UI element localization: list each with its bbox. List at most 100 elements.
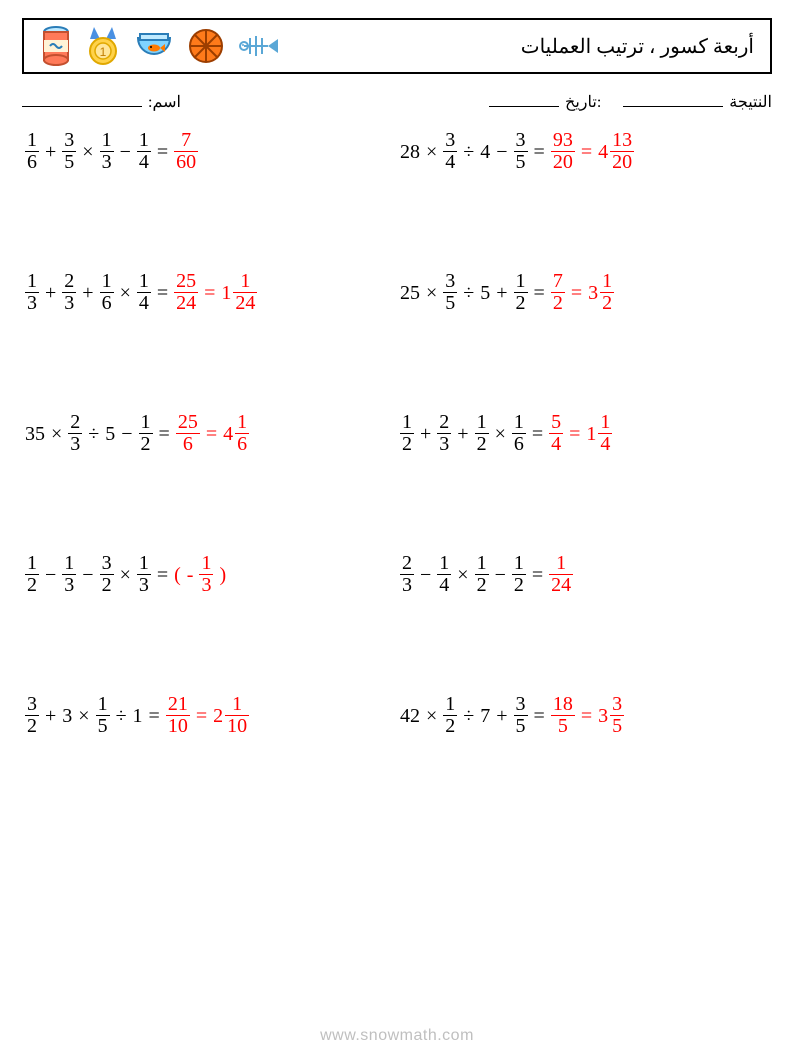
fishbowl-icon bbox=[134, 28, 174, 64]
fraction: 35 bbox=[514, 130, 528, 173]
mixed-number: 416 bbox=[223, 412, 249, 455]
operator: = bbox=[569, 424, 580, 444]
expression: 28×34÷4−35=9320=41320 bbox=[397, 130, 752, 173]
header-icons: 1 bbox=[40, 25, 280, 67]
name-blank[interactable] bbox=[22, 92, 142, 107]
integer: 1 bbox=[133, 706, 143, 726]
expression: 42×12÷7+35=185=335 bbox=[397, 694, 752, 737]
fraction: 185 bbox=[551, 694, 575, 737]
operator: + bbox=[496, 283, 507, 303]
operator: = bbox=[532, 424, 543, 444]
operator: = bbox=[571, 283, 582, 303]
problems-grid: 16+35×13−14=76028×34÷4−35=9320=4132013+2… bbox=[22, 130, 772, 737]
basketball-icon bbox=[188, 28, 224, 64]
fraction: 35 bbox=[610, 694, 624, 737]
fraction: 12 bbox=[514, 271, 528, 314]
result-label: النتيجة bbox=[729, 92, 772, 112]
meta-row: اسم: النتيجة :تاريخ bbox=[22, 92, 772, 112]
fraction: 110 bbox=[225, 694, 249, 737]
fraction: 2110 bbox=[166, 694, 190, 737]
fraction: 16 bbox=[100, 271, 114, 314]
integer: 4 bbox=[480, 142, 490, 162]
mixed-number: 335 bbox=[598, 694, 624, 737]
fraction: 760 bbox=[174, 130, 198, 173]
worksheet-page: 1 أربعة كسور bbox=[0, 0, 794, 1053]
problem-cell-left: 12−13−32×13=(-13) bbox=[22, 553, 397, 596]
operator: − bbox=[495, 565, 506, 585]
name-field: اسم: bbox=[22, 92, 181, 112]
operator: × bbox=[120, 565, 131, 585]
operator: = bbox=[581, 142, 592, 162]
fraction: 32 bbox=[100, 553, 114, 596]
fraction: 13 bbox=[62, 553, 76, 596]
problem-cell-left: 32+3×15÷1=2110=2110 bbox=[22, 694, 397, 737]
fraction: 124 bbox=[549, 553, 573, 596]
problem-row: 32+3×15÷1=2110=211042×12÷7+35=185=335 bbox=[22, 694, 772, 737]
operator: × bbox=[426, 142, 437, 162]
fraction: 14 bbox=[137, 271, 151, 314]
fraction: 32 bbox=[25, 694, 39, 737]
operator: − bbox=[120, 142, 131, 162]
worksheet-title: أربعة كسور ، ترتيب العمليات bbox=[521, 34, 754, 59]
problem-cell-right: 42×12÷7+35=185=335 bbox=[397, 694, 772, 737]
fraction: 12 bbox=[400, 412, 414, 455]
expression: 12−13−32×13=(-13) bbox=[22, 553, 377, 596]
name-label: اسم: bbox=[148, 92, 181, 112]
fraction: 12 bbox=[443, 694, 457, 737]
fraction: 35 bbox=[443, 271, 457, 314]
date-result-field: النتيجة :تاريخ bbox=[489, 92, 772, 112]
operator: − bbox=[82, 565, 93, 585]
operator: ÷ bbox=[463, 706, 474, 726]
result-blank[interactable] bbox=[623, 92, 723, 107]
integer: 35 bbox=[25, 424, 45, 444]
fraction: 12 bbox=[600, 271, 614, 314]
integer: 28 bbox=[400, 142, 420, 162]
problem-row: 12−13−32×13=(-13)23−14×12−12=124 bbox=[22, 553, 772, 596]
fraction: 9320 bbox=[551, 130, 575, 173]
expression: 16+35×13−14=760 bbox=[22, 130, 377, 173]
expression: 23−14×12−12=124 bbox=[397, 553, 752, 596]
fraction: 23 bbox=[437, 412, 451, 455]
operator: ÷ bbox=[116, 706, 127, 726]
header-bar: 1 أربعة كسور bbox=[22, 18, 772, 74]
fraction: 23 bbox=[62, 271, 76, 314]
expression: 35×23÷5−12=256=416 bbox=[22, 412, 377, 455]
operator: − bbox=[45, 565, 56, 585]
fraction: 2524 bbox=[174, 271, 198, 314]
operator: = bbox=[149, 706, 160, 726]
fraction: 72 bbox=[551, 271, 565, 314]
operator: = bbox=[206, 424, 217, 444]
operator: − bbox=[496, 142, 507, 162]
fraction: 256 bbox=[176, 412, 200, 455]
integer: 5 bbox=[105, 424, 115, 444]
expression: 32+3×15÷1=2110=2110 bbox=[22, 694, 377, 737]
expression: 13+23+16×14=2524=1124 bbox=[22, 271, 377, 314]
operator: = bbox=[159, 424, 170, 444]
fraction: 15 bbox=[96, 694, 110, 737]
operator: × bbox=[495, 424, 506, 444]
fraction: 16 bbox=[512, 412, 526, 455]
integer: 3 bbox=[62, 706, 72, 726]
operator: × bbox=[51, 424, 62, 444]
operator: + bbox=[496, 706, 507, 726]
fraction: 12 bbox=[139, 412, 153, 455]
mixed-number: 114 bbox=[586, 412, 612, 455]
neg-sign: - bbox=[187, 565, 194, 585]
operator: ÷ bbox=[88, 424, 99, 444]
fraction: 35 bbox=[514, 694, 528, 737]
operator: − bbox=[420, 565, 431, 585]
medal-icon: 1 bbox=[86, 25, 120, 67]
operator: = bbox=[157, 565, 168, 585]
fraction: 23 bbox=[68, 412, 82, 455]
fraction: 1320 bbox=[610, 130, 634, 173]
fraction: 54 bbox=[549, 412, 563, 455]
operator: + bbox=[45, 706, 56, 726]
operator: = bbox=[534, 706, 545, 726]
date-blank[interactable] bbox=[489, 92, 559, 107]
operator: + bbox=[457, 424, 468, 444]
fraction: 12 bbox=[475, 553, 489, 596]
operator: ÷ bbox=[463, 142, 474, 162]
footer-watermark: www.snowmath.com bbox=[0, 1027, 794, 1045]
operator: + bbox=[45, 142, 56, 162]
operator: + bbox=[82, 283, 93, 303]
